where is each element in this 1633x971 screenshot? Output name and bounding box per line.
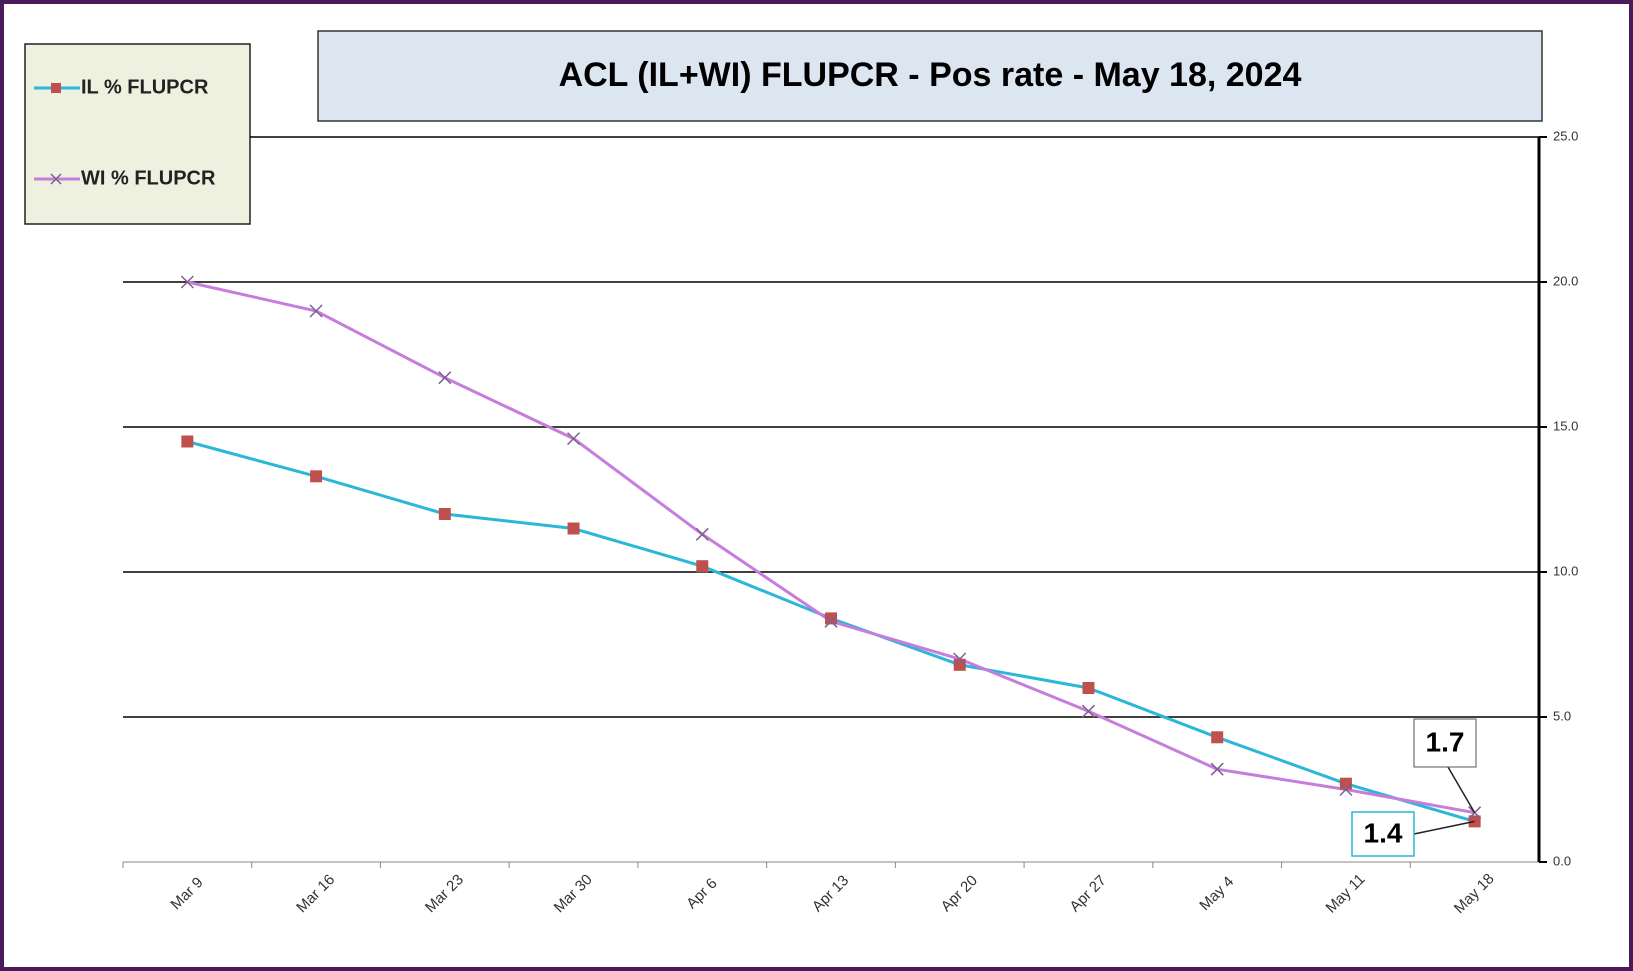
- legend: [24, 43, 251, 225]
- leader-line: [1413, 820, 1475, 835]
- title-box: [317, 30, 1543, 122]
- marker: [310, 470, 323, 483]
- leader-line: [1447, 766, 1476, 814]
- marker: [1468, 806, 1482, 820]
- marker: [953, 652, 967, 666]
- legend-marker: [50, 173, 62, 185]
- legend-label: IL % FLUPCR: [81, 76, 209, 98]
- marker: [1339, 782, 1353, 797]
- marker: [309, 304, 323, 318]
- marker: [1082, 682, 1095, 694]
- marker: [180, 275, 194, 289]
- marker: [1211, 731, 1224, 744]
- y-tick-label: 5.0: [1553, 708, 1571, 723]
- marker: [567, 522, 580, 535]
- marker: [1210, 762, 1224, 776]
- data-label: 1.7: [1426, 726, 1465, 757]
- marker: [825, 612, 837, 625]
- marker: [438, 371, 452, 385]
- chart-title: ACL (IL+WI) FLUPCR - Pos rate - May 18, …: [559, 56, 1302, 94]
- marker: [181, 435, 194, 448]
- marker: [567, 432, 581, 446]
- marker: [1339, 777, 1352, 790]
- legend-marker: [51, 83, 61, 93]
- marker: [438, 508, 451, 520]
- y-tick-label: 15.0: [1553, 418, 1578, 433]
- legend-label: WI % FLUPCR: [81, 167, 216, 189]
- marker: [696, 560, 709, 573]
- data-label-box: [1351, 811, 1415, 857]
- data-label: 1.4: [1364, 817, 1403, 848]
- y-tick-label: 10.0: [1553, 563, 1578, 578]
- marker: [953, 658, 966, 671]
- y-tick-label: 25.0: [1553, 128, 1578, 143]
- marker: [695, 527, 709, 541]
- data-label-box: [1413, 718, 1477, 768]
- y-tick-label: 20.0: [1553, 273, 1578, 288]
- marker: [1081, 704, 1095, 718]
- marker: [824, 614, 838, 628]
- y-tick-label: 0.0: [1553, 853, 1571, 868]
